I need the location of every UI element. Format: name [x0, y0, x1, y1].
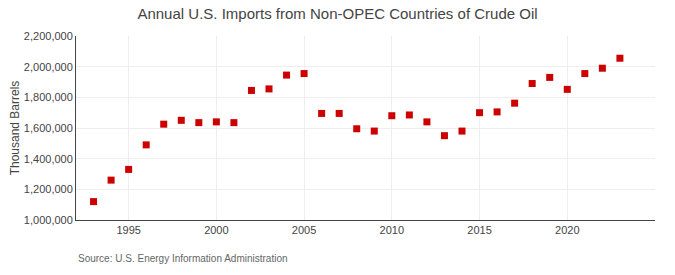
svg-text:1,600,000: 1,600,000	[24, 122, 73, 134]
svg-text:1995: 1995	[116, 224, 140, 236]
svg-text:2015: 2015	[467, 224, 491, 236]
svg-text:2005: 2005	[292, 224, 316, 236]
svg-text:2000: 2000	[204, 224, 228, 236]
svg-text:2020: 2020	[555, 224, 579, 236]
svg-text:2,000,000: 2,000,000	[24, 61, 73, 73]
svg-text:Thousand Barrels: Thousand Barrels	[8, 81, 22, 176]
svg-text:1,000,000: 1,000,000	[24, 214, 73, 226]
svg-text:2,200,000: 2,200,000	[24, 30, 73, 42]
svg-text:Source: U.S. Energy Informatio: Source: U.S. Energy Information Administ…	[78, 253, 288, 264]
svg-text:Annual U.S. Imports from Non-O: Annual U.S. Imports from Non-OPEC Countr…	[137, 5, 537, 22]
svg-text:1,800,000: 1,800,000	[24, 91, 73, 103]
svg-text:1,200,000: 1,200,000	[24, 183, 73, 195]
svg-text:2010: 2010	[380, 224, 404, 236]
svg-text:1,400,000: 1,400,000	[24, 153, 73, 165]
